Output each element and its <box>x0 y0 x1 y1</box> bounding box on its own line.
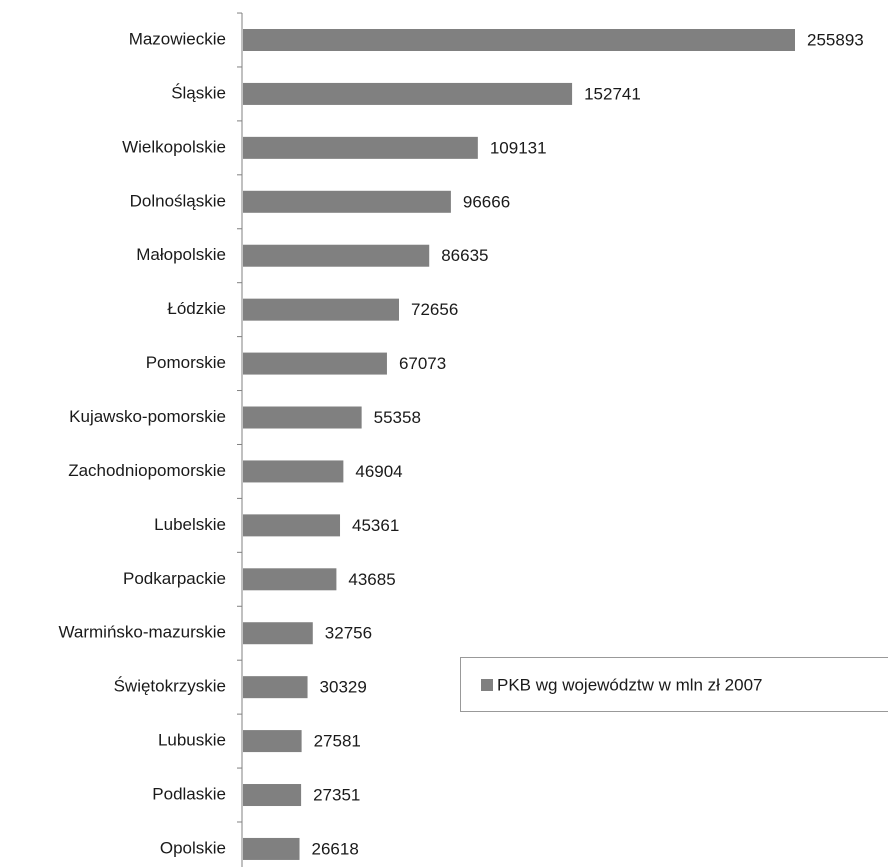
bar <box>243 837 300 860</box>
bar <box>243 784 302 807</box>
bar <box>243 136 478 159</box>
bar <box>243 406 362 429</box>
legend-swatch <box>481 679 493 691</box>
category-label: Śląskie <box>171 83 226 102</box>
value-label: 26618 <box>312 839 359 858</box>
value-label: 27581 <box>314 732 361 751</box>
bar <box>243 82 573 105</box>
category-label: Mazowieckie <box>129 29 226 48</box>
bar <box>243 352 387 375</box>
category-label: Lubelskie <box>154 515 226 534</box>
bar <box>243 730 302 753</box>
bar <box>243 622 313 645</box>
category-label: Opolskie <box>160 838 226 857</box>
category-label: Zachodniopomorskie <box>68 461 226 480</box>
category-label: Wielkopolskie <box>122 137 226 156</box>
bar <box>243 244 430 267</box>
bar <box>243 568 337 591</box>
value-label: 72656 <box>411 300 458 319</box>
bar <box>243 676 308 699</box>
value-label: 86635 <box>441 246 488 265</box>
value-label: 45361 <box>352 516 399 535</box>
bar <box>243 190 451 213</box>
bar <box>243 298 400 321</box>
value-label: 152741 <box>584 84 641 103</box>
category-label: Świętokrzyskie <box>114 677 226 696</box>
value-label: 30329 <box>320 678 367 697</box>
category-label: Łódzkie <box>167 299 226 318</box>
bar <box>243 460 344 483</box>
value-label: 109131 <box>490 138 547 157</box>
category-label: Podlaskie <box>152 785 226 804</box>
category-label: Warmińsko-mazurskie <box>58 623 226 642</box>
value-label: 27351 <box>313 786 360 805</box>
bar <box>243 514 341 537</box>
value-label: 255893 <box>807 30 864 49</box>
category-label: Lubuskie <box>158 731 226 750</box>
category-label: Dolnośląskie <box>130 191 226 210</box>
category-label: Małopolskie <box>136 245 226 264</box>
value-label: 46904 <box>355 462 402 481</box>
value-label: 67073 <box>399 354 446 373</box>
value-label: 96666 <box>463 192 510 211</box>
category-label: Podkarpackie <box>123 569 226 588</box>
value-label: 32756 <box>325 624 372 643</box>
value-label: 43685 <box>348 570 395 589</box>
category-label: Pomorskie <box>146 353 226 372</box>
legend-label: PKB wg województw w mln zł 2007 <box>497 675 763 694</box>
bar <box>243 29 795 51</box>
value-label: 55358 <box>374 408 421 427</box>
legend-box <box>460 657 888 712</box>
category-label: Kujawsko-pomorskie <box>69 407 226 426</box>
